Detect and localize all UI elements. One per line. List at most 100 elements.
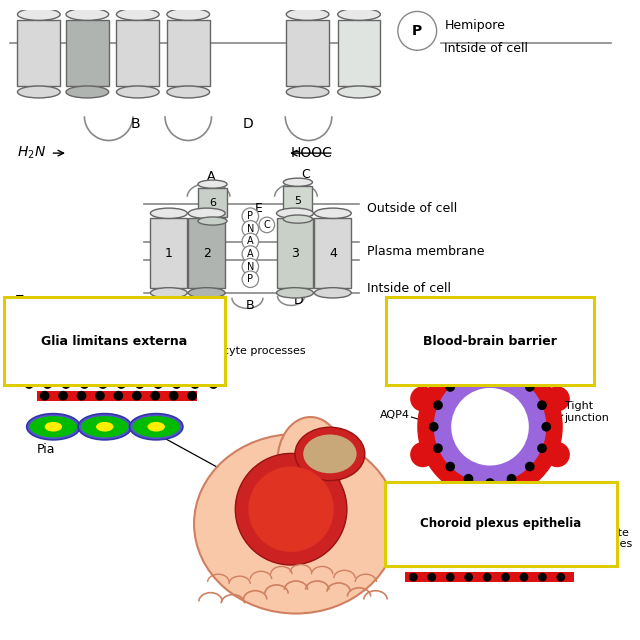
Text: Plasma membrane: Plasma membrane <box>367 244 484 258</box>
Circle shape <box>445 382 455 392</box>
Text: $H_2N$: $H_2N$ <box>17 145 47 161</box>
Circle shape <box>449 347 475 372</box>
Circle shape <box>135 379 145 389</box>
Ellipse shape <box>188 208 225 218</box>
Circle shape <box>113 391 124 401</box>
Ellipse shape <box>286 8 329 20</box>
Circle shape <box>132 391 141 401</box>
Bar <box>390 551 579 561</box>
Circle shape <box>537 401 547 410</box>
Circle shape <box>430 552 439 560</box>
Circle shape <box>169 391 179 401</box>
Bar <box>276 218 314 287</box>
Circle shape <box>259 217 275 233</box>
Circle shape <box>188 391 197 401</box>
Text: Glia limitans externa: Glia limitans externa <box>42 335 188 348</box>
Circle shape <box>242 271 259 287</box>
Circle shape <box>485 478 495 488</box>
Ellipse shape <box>248 467 334 552</box>
Bar <box>167 20 209 86</box>
Ellipse shape <box>198 217 227 225</box>
Ellipse shape <box>286 86 329 98</box>
Ellipse shape <box>284 215 312 223</box>
Text: 6: 6 <box>209 198 216 207</box>
Ellipse shape <box>314 287 351 298</box>
Text: Outside of cell: Outside of cell <box>367 202 457 215</box>
Circle shape <box>61 379 71 389</box>
Ellipse shape <box>27 413 80 440</box>
Circle shape <box>486 552 494 560</box>
Circle shape <box>410 387 435 412</box>
Bar <box>66 20 109 86</box>
Ellipse shape <box>198 180 227 188</box>
Circle shape <box>507 370 516 380</box>
Ellipse shape <box>45 422 62 431</box>
Circle shape <box>483 573 492 582</box>
Circle shape <box>242 221 259 237</box>
Bar <box>17 20 60 86</box>
Ellipse shape <box>17 8 60 20</box>
Circle shape <box>429 422 438 431</box>
Text: 1: 1 <box>165 246 173 260</box>
Text: Tight
junction: Tight junction <box>564 401 609 423</box>
Circle shape <box>449 552 458 560</box>
Bar <box>338 20 380 86</box>
Bar <box>284 186 312 215</box>
Text: C: C <box>301 168 310 181</box>
Ellipse shape <box>17 86 60 98</box>
Circle shape <box>559 552 568 560</box>
Text: N: N <box>246 262 254 271</box>
Circle shape <box>525 461 534 472</box>
Bar <box>188 218 225 287</box>
Ellipse shape <box>78 413 131 440</box>
Ellipse shape <box>338 8 380 20</box>
Text: A: A <box>8 294 31 323</box>
Text: 5: 5 <box>294 196 301 205</box>
Text: Astrocyte
processes: Astrocyte processes <box>577 527 632 549</box>
Ellipse shape <box>167 86 209 98</box>
Text: 2: 2 <box>203 246 211 260</box>
Circle shape <box>43 379 52 389</box>
Ellipse shape <box>150 287 188 298</box>
Text: Pia: Pia <box>37 442 56 456</box>
Circle shape <box>77 391 86 401</box>
Ellipse shape <box>284 178 312 186</box>
Text: Intside of cell: Intside of cell <box>367 282 451 296</box>
Ellipse shape <box>66 8 109 20</box>
Text: B: B <box>246 299 255 312</box>
Circle shape <box>449 481 475 507</box>
Circle shape <box>190 379 200 389</box>
Circle shape <box>154 379 163 389</box>
Ellipse shape <box>236 453 347 565</box>
Circle shape <box>79 379 89 389</box>
Text: Intside of cell: Intside of cell <box>444 42 529 55</box>
Text: A: A <box>207 170 216 183</box>
Circle shape <box>545 387 570 412</box>
Ellipse shape <box>150 208 188 218</box>
Circle shape <box>520 573 529 582</box>
Circle shape <box>505 347 531 372</box>
Bar <box>116 20 159 86</box>
Circle shape <box>433 444 443 453</box>
Ellipse shape <box>116 86 159 98</box>
Circle shape <box>545 442 570 467</box>
Circle shape <box>434 371 547 483</box>
Circle shape <box>417 354 563 499</box>
Text: P: P <box>247 211 253 221</box>
Text: P: P <box>247 275 253 284</box>
Text: 3: 3 <box>291 246 299 260</box>
Circle shape <box>394 552 402 560</box>
Circle shape <box>410 442 435 467</box>
Polygon shape <box>160 354 223 369</box>
Text: HOOC: HOOC <box>175 319 212 332</box>
Circle shape <box>504 552 513 560</box>
Ellipse shape <box>303 435 356 474</box>
Text: Choroid plexus epithelia: Choroid plexus epithelia <box>420 517 581 531</box>
Circle shape <box>242 246 259 262</box>
Circle shape <box>116 379 126 389</box>
Circle shape <box>541 422 551 431</box>
Circle shape <box>505 481 531 507</box>
Bar <box>21 369 220 379</box>
Text: B: B <box>131 117 141 131</box>
Text: HOOC: HOOC <box>291 146 333 160</box>
